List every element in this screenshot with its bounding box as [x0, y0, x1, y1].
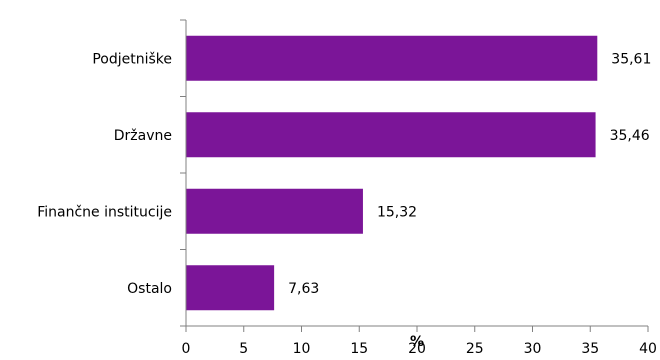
x-tick-label: 15	[350, 341, 368, 357]
data-label: 7,63	[288, 281, 319, 297]
bars-group	[186, 35, 598, 311]
x-tick-label: 25	[466, 341, 484, 357]
category-label: Ostalo	[127, 281, 172, 297]
x-tick-label: 20	[408, 341, 426, 357]
data-label: 35,61	[611, 51, 651, 67]
x-tick-label: 30	[524, 341, 542, 357]
bar	[186, 188, 363, 234]
x-axis-title: %	[410, 334, 424, 350]
category-label: Podjetniške	[92, 51, 172, 67]
x-tick-label: 5	[239, 341, 248, 357]
x-tick-label: 40	[639, 341, 657, 357]
bar	[186, 35, 598, 81]
category-label: Državne	[114, 128, 172, 144]
category-label: Finančne institucije	[37, 204, 172, 220]
data-label: 15,32	[377, 204, 417, 220]
labels-group: Podjetniške 35,61 Državne 35,46 Finančne ins…	[37, 19, 657, 357]
x-tick-label: 10	[293, 341, 311, 357]
x-tick-label: 0	[182, 341, 191, 357]
x-tick-label: 35	[581, 341, 599, 357]
bar	[186, 112, 596, 158]
bar	[186, 265, 275, 311]
data-label: 35,46	[610, 128, 650, 144]
